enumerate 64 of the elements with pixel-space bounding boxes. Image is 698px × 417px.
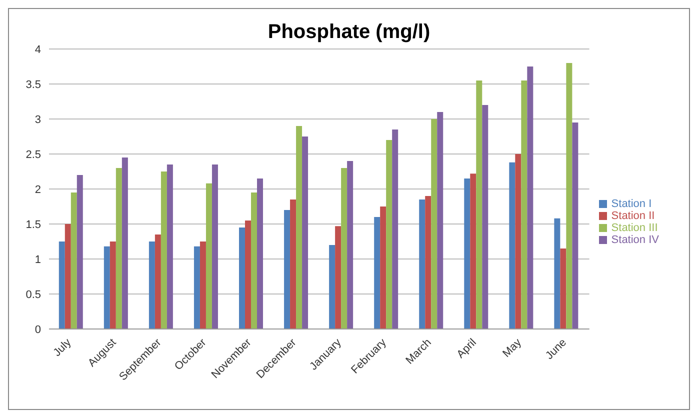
bar — [70, 192, 77, 329]
bar — [76, 175, 83, 329]
legend-label: Station III — [611, 222, 658, 234]
legend-label: Station I — [611, 198, 652, 210]
bar — [212, 164, 218, 329]
bar — [437, 112, 444, 329]
bar — [284, 210, 290, 329]
bar — [509, 162, 516, 329]
y-tick-label: 0.5 — [26, 288, 41, 301]
bar — [104, 246, 110, 329]
y-tick-label: 3.5 — [26, 78, 41, 91]
bar — [335, 226, 342, 329]
bar — [166, 164, 173, 329]
bar — [200, 242, 206, 329]
bar — [482, 105, 488, 329]
y-tick-label: 2.5 — [26, 148, 41, 161]
y-tick-label: 3 — [34, 114, 41, 126]
bar — [122, 158, 128, 329]
bar — [470, 174, 476, 329]
chart-title: Phosphate (mg/l) — [266, 21, 432, 44]
bar — [419, 200, 426, 329]
bar — [560, 248, 566, 329]
bar — [194, 246, 200, 329]
bar — [290, 200, 296, 329]
bar — [245, 220, 252, 329]
bar — [521, 80, 528, 329]
bar — [160, 172, 167, 329]
x-tick-label: May — [500, 336, 524, 360]
bar — [206, 183, 212, 329]
bar — [251, 192, 258, 329]
bar — [374, 217, 380, 329]
bar — [431, 119, 438, 329]
y-tick-label: 0 — [34, 324, 41, 336]
bar — [527, 66, 534, 329]
bar — [566, 63, 572, 329]
bar — [302, 136, 308, 329]
bar — [154, 234, 161, 329]
bar — [64, 224, 71, 329]
bar — [110, 242, 116, 329]
bar — [296, 126, 302, 329]
bar — [515, 154, 522, 329]
y-tick-label: 2 — [34, 184, 41, 196]
bar — [329, 245, 336, 329]
y-tick-label: 1.5 — [26, 218, 41, 231]
bar — [386, 140, 392, 329]
bar — [257, 178, 264, 329]
bar — [341, 168, 348, 329]
bar — [425, 196, 432, 329]
bar — [116, 168, 122, 329]
y-tick-label: 1 — [34, 254, 41, 266]
bar — [392, 130, 398, 329]
bar — [148, 242, 155, 329]
bar — [380, 206, 386, 329]
legend-label: Station II — [611, 210, 655, 222]
bar — [572, 122, 578, 329]
bar — [58, 242, 65, 329]
legend-label: Station IV — [611, 234, 659, 246]
y-tick-label: 4 — [34, 44, 41, 56]
bar — [464, 178, 470, 329]
bar — [239, 228, 246, 329]
x-tick-label: July — [51, 336, 74, 359]
bar — [476, 80, 482, 329]
bar — [347, 161, 354, 329]
bar — [554, 218, 560, 329]
